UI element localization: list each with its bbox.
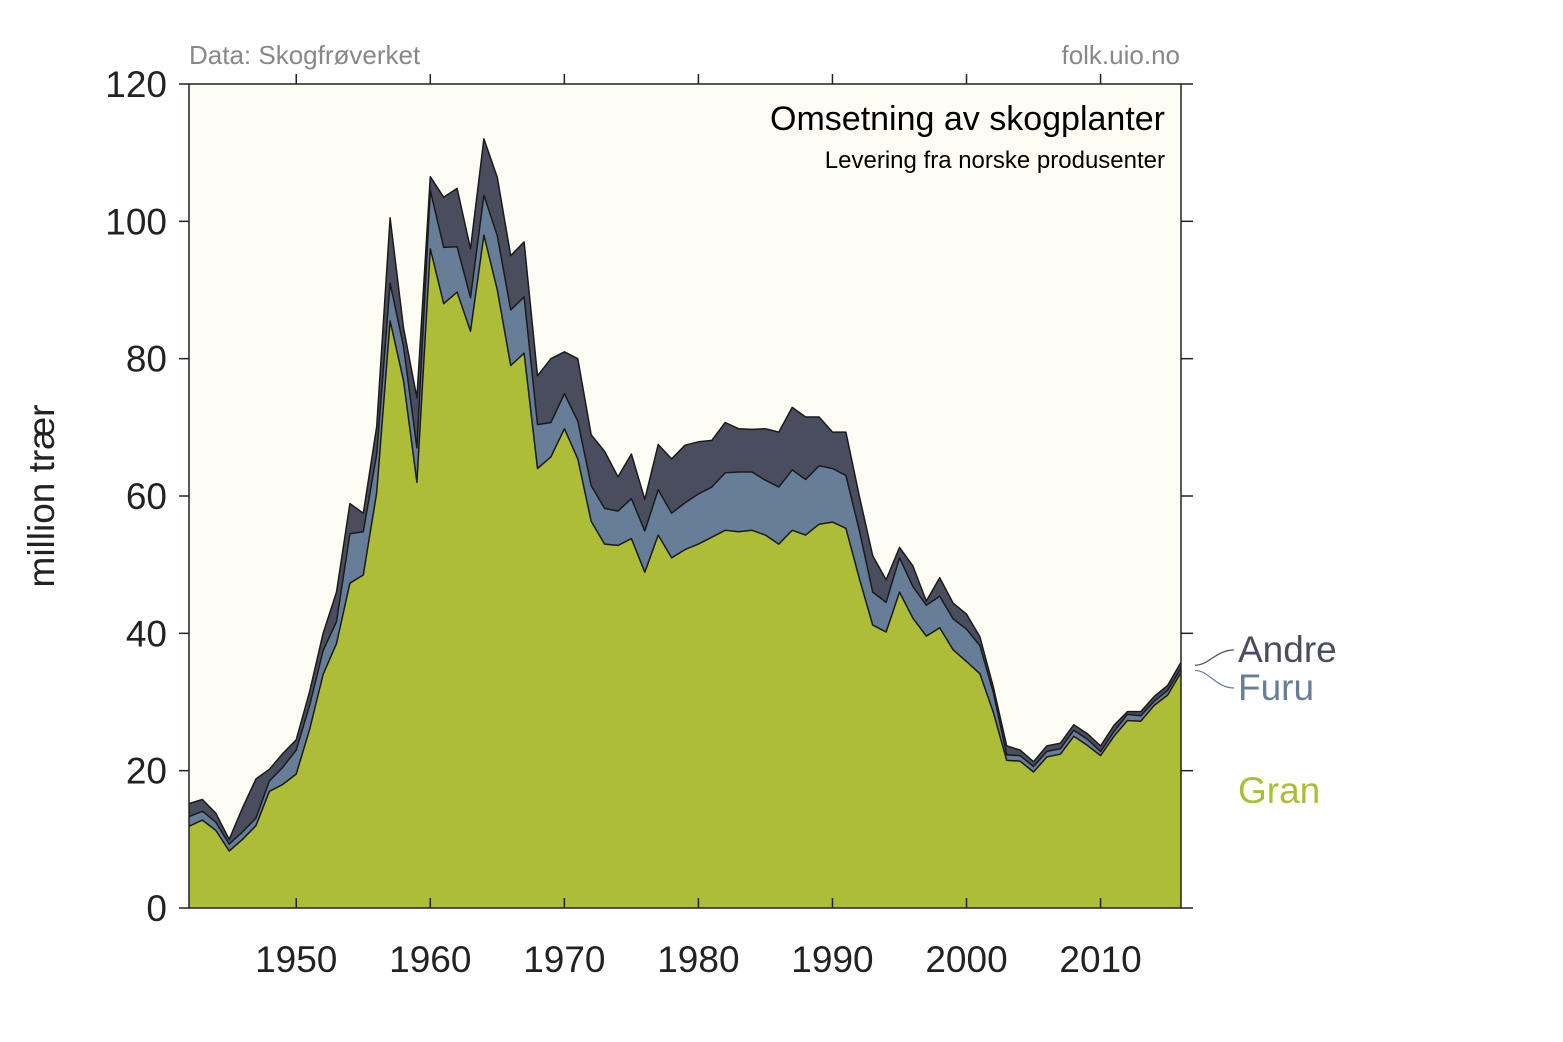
legend-label-furu: Furu — [1238, 667, 1314, 708]
chart-title: Omsetning av skogplanter — [770, 100, 1165, 138]
line-furu — [188, 189, 1182, 845]
x-tick-label: 2010 — [1059, 939, 1141, 980]
leader-furu — [1194, 669, 1235, 689]
line-andre — [188, 138, 1182, 841]
x-tick-label: 1950 — [255, 939, 337, 980]
y-tick-label: 20 — [126, 751, 167, 792]
chart-subtitle: Levering fra norske produsenter — [825, 147, 1165, 174]
y-tick-label: 100 — [105, 201, 167, 242]
site-note: folk.uio.no — [1061, 40, 1180, 70]
x-tick-label: 1960 — [389, 939, 471, 980]
series-boundary-lines — [188, 138, 1182, 852]
axis-ticks — [179, 74, 1193, 909]
x-tick-label: 1990 — [791, 939, 873, 980]
legend-label-andre: Andre — [1238, 629, 1337, 670]
x-tick-labels: 1950 1960 1970 1980 1990 2000 2010 — [255, 939, 1142, 980]
area-furu — [189, 190, 1181, 851]
y-tick-label: 60 — [126, 476, 167, 517]
y-tick-label: 40 — [126, 613, 167, 654]
area-andre — [189, 138, 1181, 845]
y-axis-label: million trær — [21, 405, 62, 588]
x-tick-label: 1970 — [523, 939, 605, 980]
line-gran — [188, 234, 1182, 852]
x-tick-label: 1980 — [657, 939, 739, 980]
area-gran — [189, 235, 1181, 909]
y-tick-label: 120 — [105, 64, 167, 105]
leader-andre — [1194, 649, 1235, 666]
legend-label-gran: Gran — [1238, 770, 1320, 811]
source-note: Data: Skogfrøverket — [189, 40, 421, 70]
area-layers — [189, 138, 1181, 909]
x-tick-label: 2000 — [925, 939, 1007, 980]
y-tick-label: 0 — [146, 888, 167, 929]
y-tick-labels: 0 20 40 60 80 100 120 — [105, 64, 167, 929]
y-tick-label: 80 — [126, 339, 167, 380]
